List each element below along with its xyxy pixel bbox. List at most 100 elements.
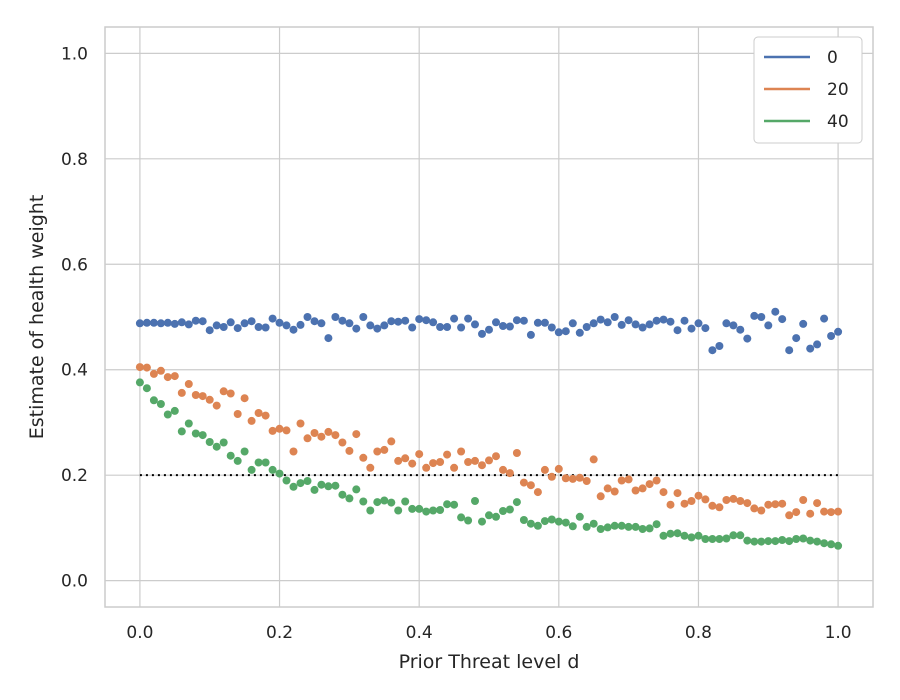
data-point — [338, 316, 347, 325]
data-point — [457, 447, 466, 456]
data-point — [610, 313, 619, 321]
data-point — [568, 522, 577, 531]
data-point — [394, 456, 403, 465]
data-point — [184, 380, 193, 388]
data-point — [184, 419, 193, 428]
data-point — [827, 540, 836, 549]
data-point — [610, 521, 619, 530]
data-point — [589, 455, 598, 464]
data-point — [380, 496, 389, 505]
data-point — [813, 340, 822, 349]
data-point — [722, 496, 731, 504]
data-point — [512, 498, 521, 507]
data-point — [631, 522, 640, 531]
data-point — [785, 537, 794, 546]
data-point — [722, 319, 731, 328]
data-point — [701, 495, 710, 504]
data-point — [603, 318, 612, 327]
data-point — [673, 326, 682, 335]
data-point — [240, 394, 249, 403]
x-tick-label: 0.2 — [266, 623, 293, 643]
data-point — [373, 324, 382, 333]
data-point — [282, 476, 291, 485]
data-point — [408, 323, 417, 332]
data-point — [191, 429, 200, 438]
data-point — [666, 317, 675, 326]
data-point — [757, 537, 766, 546]
data-point — [743, 334, 752, 343]
data-point — [624, 316, 633, 325]
data-point — [233, 410, 242, 418]
data-point — [526, 519, 535, 528]
data-point — [380, 321, 389, 330]
data-point — [638, 484, 647, 493]
data-point — [519, 316, 528, 325]
data-point — [820, 507, 829, 516]
data-point — [764, 500, 773, 509]
data-point — [464, 458, 473, 466]
data-point — [275, 424, 284, 433]
data-point — [631, 486, 640, 495]
data-point — [533, 488, 542, 497]
data-point — [512, 316, 521, 325]
series-40 — [135, 378, 843, 550]
data-point — [834, 541, 843, 550]
data-point — [764, 537, 773, 546]
data-point — [212, 321, 221, 330]
data-point — [547, 515, 556, 524]
data-point — [275, 318, 284, 327]
data-point — [303, 477, 312, 485]
data-point — [533, 318, 542, 327]
data-point — [282, 321, 291, 330]
data-point — [198, 392, 207, 401]
data-point — [561, 327, 570, 336]
data-point — [582, 323, 591, 331]
data-point — [268, 426, 277, 435]
x-tick-label: 0.6 — [545, 623, 572, 643]
data-point — [149, 369, 158, 378]
data-point — [268, 314, 277, 323]
data-point — [226, 451, 235, 460]
data-point — [373, 498, 382, 507]
data-point — [736, 497, 745, 505]
data-point — [205, 438, 214, 446]
data-point — [778, 315, 787, 324]
y-tick-label: 0.4 — [61, 361, 88, 381]
data-point — [450, 314, 459, 323]
data-point — [219, 323, 228, 331]
data-point — [282, 426, 291, 435]
data-point — [149, 396, 158, 405]
data-point — [526, 481, 535, 490]
data-point — [366, 506, 375, 515]
data-point — [568, 474, 577, 483]
x-tick-label: 0.4 — [406, 623, 433, 643]
data-point — [771, 307, 780, 316]
data-point — [198, 431, 207, 440]
data-point — [471, 456, 479, 465]
data-point — [680, 499, 689, 508]
data-point — [806, 509, 815, 518]
data-point — [694, 491, 703, 500]
data-point — [135, 319, 144, 328]
data-point — [338, 490, 347, 499]
data-point — [617, 476, 626, 485]
data-point — [177, 388, 186, 397]
data-point — [331, 481, 340, 490]
data-point — [547, 472, 556, 481]
data-point — [296, 320, 305, 329]
data-point — [359, 453, 368, 462]
data-point — [715, 503, 724, 512]
data-point — [205, 326, 214, 335]
data-point — [492, 452, 500, 461]
data-point — [303, 434, 312, 443]
data-point — [331, 431, 340, 440]
data-point — [554, 328, 563, 337]
data-points — [135, 307, 843, 550]
data-point — [233, 456, 242, 465]
data-point — [247, 465, 256, 474]
data-point — [701, 324, 710, 333]
data-point — [638, 323, 647, 332]
data-point — [547, 323, 556, 332]
data-point — [554, 517, 563, 526]
series-20 — [135, 363, 843, 520]
